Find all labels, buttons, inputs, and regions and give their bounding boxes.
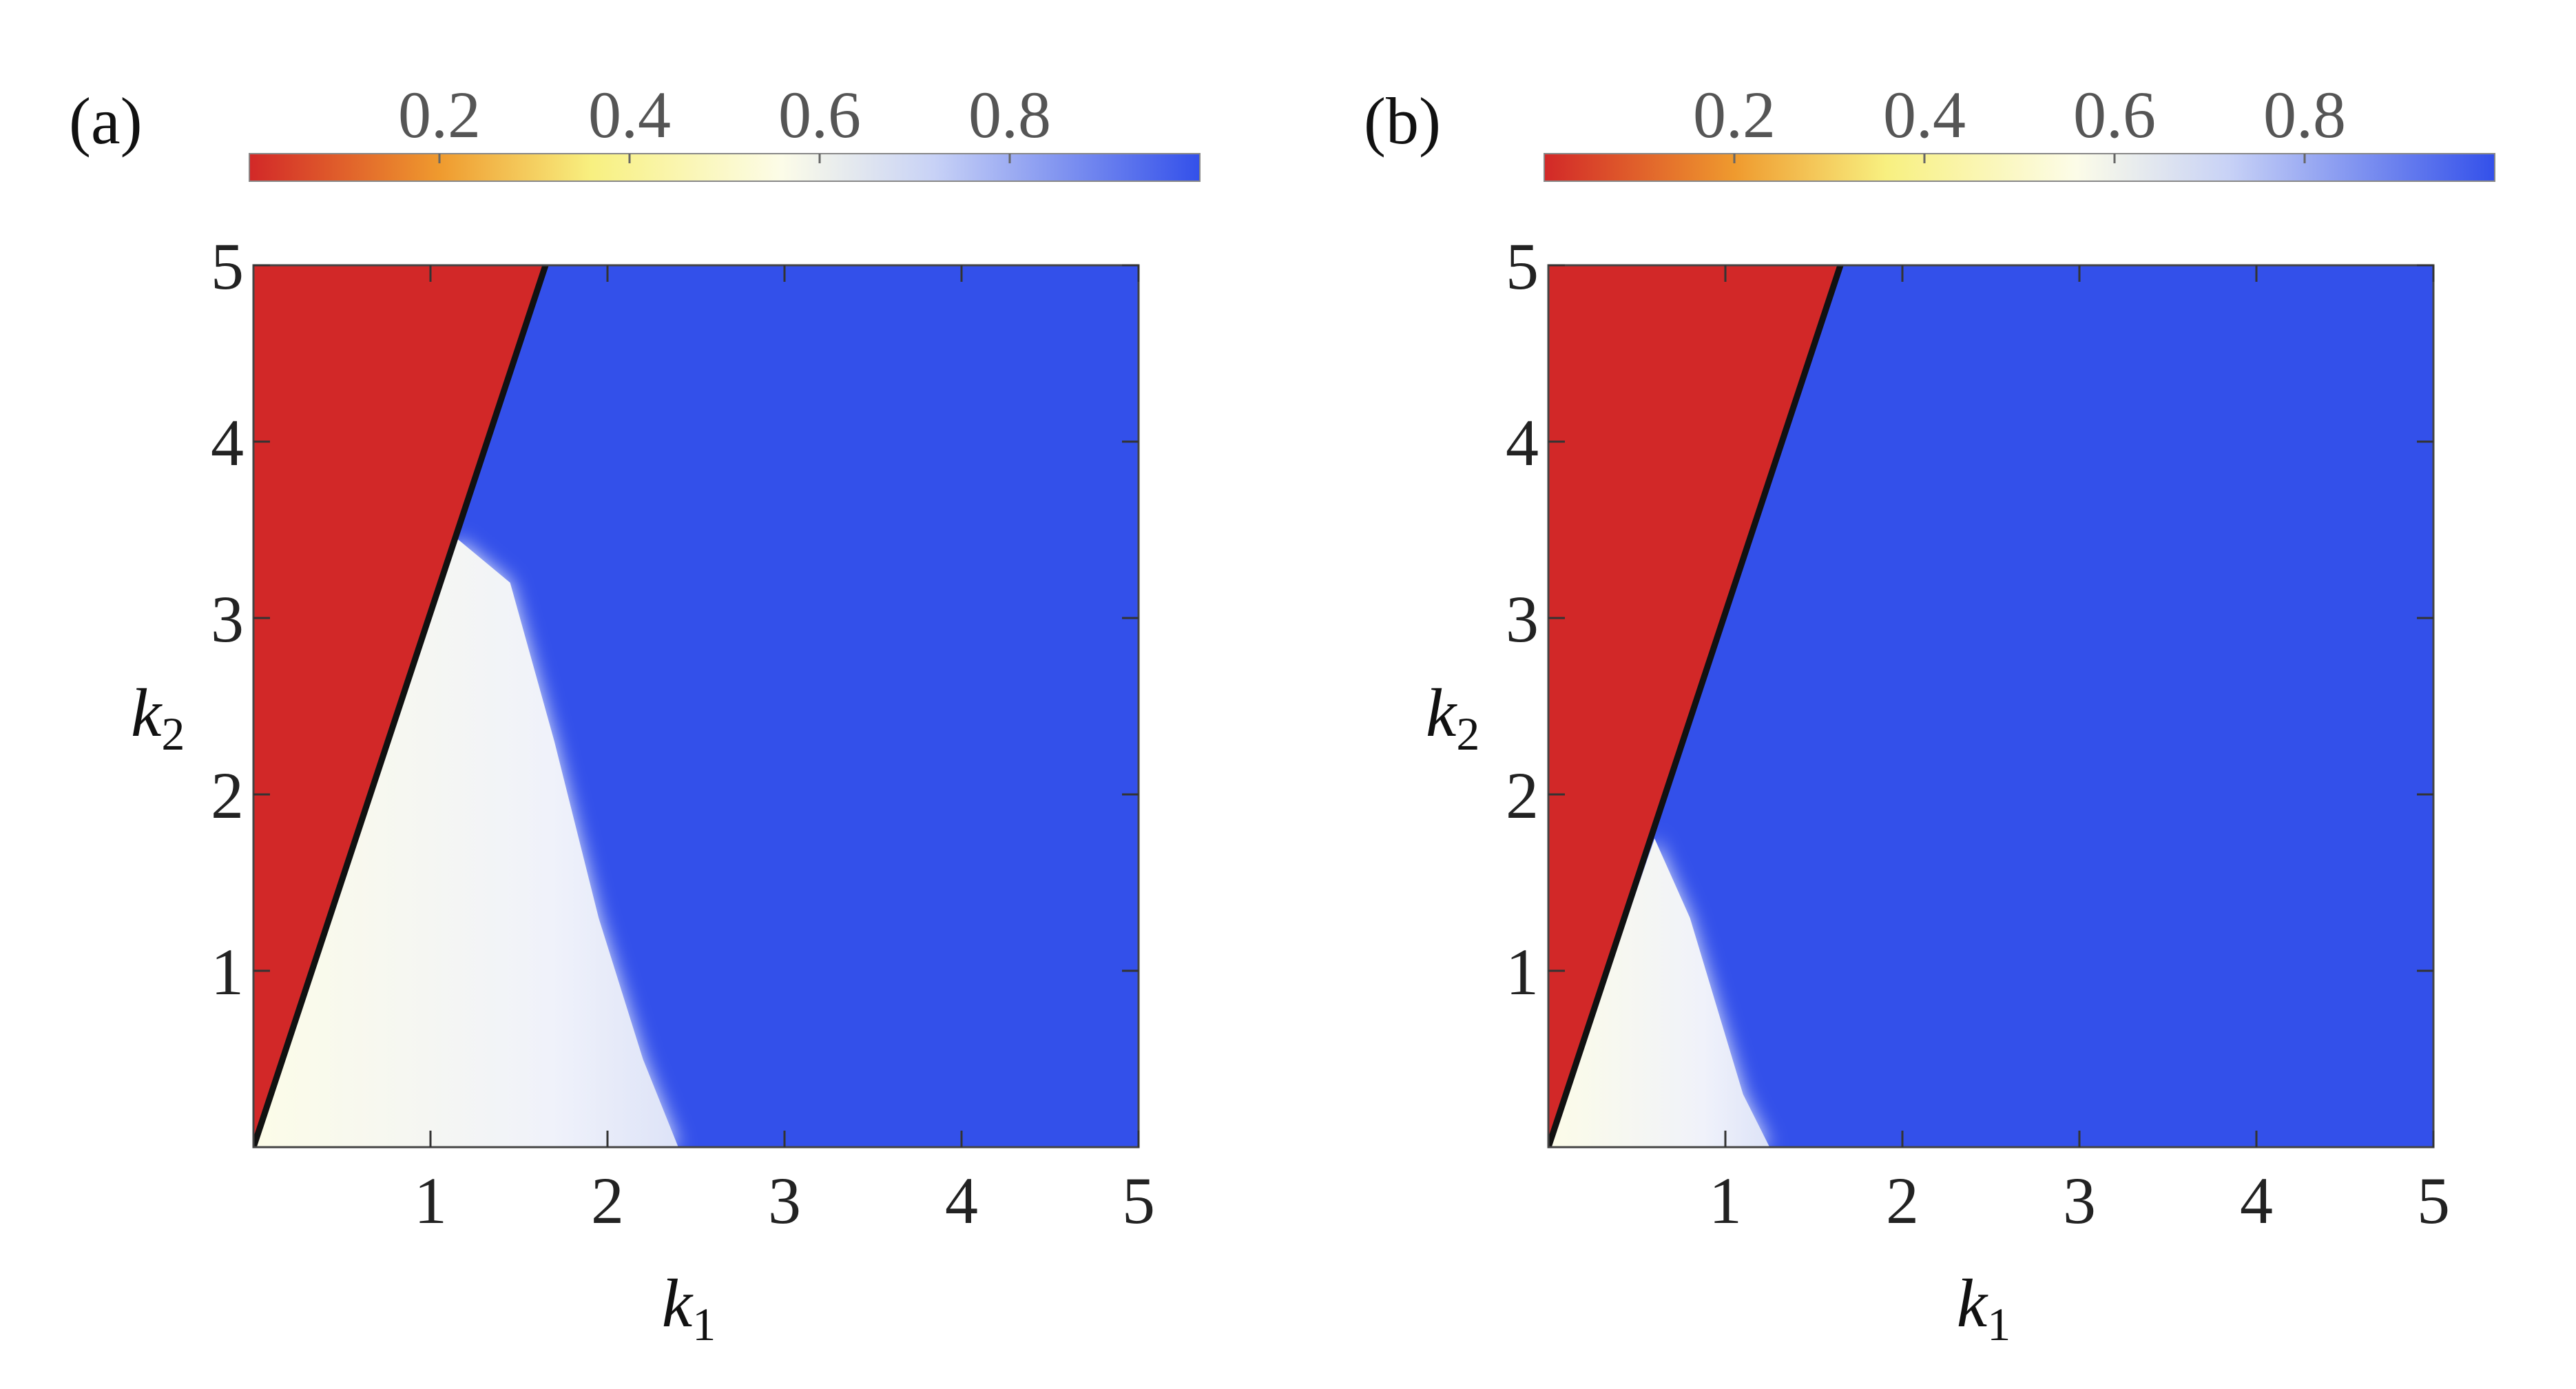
y-axis-label: k2	[1426, 675, 1479, 760]
y-axis-label: k2	[131, 675, 185, 760]
region-white	[1548, 838, 1770, 1147]
x-tick-label: 4	[945, 1164, 978, 1237]
panel-label: (b)	[1364, 84, 1441, 158]
x-axis-label-main: k	[1957, 1265, 1988, 1341]
y-axis-label-main: k	[131, 675, 163, 751]
x-tick-label: 1	[414, 1164, 447, 1237]
y-axis-label-sub: 2	[161, 708, 185, 760]
x-axis-label: k1	[1957, 1265, 2011, 1350]
x-axis-label-sub: 1	[1987, 1298, 2011, 1350]
y-tick-label: 3	[211, 582, 244, 656]
colorbar-tick-label: 0.2	[1693, 78, 1776, 152]
x-tick-label: 5	[1122, 1164, 1155, 1237]
x-tick-label: 2	[1886, 1164, 1919, 1237]
plot-frame	[1547, 264, 2435, 1149]
colorbar	[1544, 153, 2495, 182]
y-axis-label-main: k	[1426, 675, 1457, 751]
y-tick-label: 2	[1506, 759, 1539, 832]
panel-label: (a)	[69, 84, 143, 158]
y-tick-label: 5	[1506, 229, 1539, 303]
x-tick-label: 3	[2063, 1164, 2096, 1237]
colorbar-tick-label: 0.4	[1883, 78, 1966, 152]
colorbar-tick-label: 0.8	[2263, 78, 2346, 152]
y-tick-label: 4	[1506, 406, 1539, 480]
x-tick-label: 3	[768, 1164, 801, 1237]
y-tick-label: 1	[211, 935, 244, 1009]
region-white	[253, 538, 678, 1147]
y-tick-label: 2	[211, 759, 244, 832]
plot-area	[1548, 265, 2433, 1147]
y-axis-label-sub: 2	[1456, 708, 1479, 760]
plot-frame	[252, 264, 1140, 1149]
colorbar-tick-label: 0.4	[588, 78, 671, 152]
y-tick-label: 4	[211, 406, 244, 480]
y-tick-label: 1	[1506, 935, 1539, 1009]
colorbar-tick-label: 0.8	[968, 78, 1051, 152]
x-tick-label: 1	[1709, 1164, 1742, 1237]
y-tick-label: 5	[211, 229, 244, 303]
colorbar-tick-label: 0.6	[778, 78, 861, 152]
plot-area	[253, 265, 1139, 1147]
x-tick-label: 4	[2240, 1164, 2273, 1237]
boundary-line	[253, 265, 549, 1147]
x-axis-label-main: k	[662, 1265, 694, 1341]
x-tick-label: 2	[591, 1164, 624, 1237]
colorbar	[249, 153, 1201, 182]
x-axis-label: k1	[662, 1265, 716, 1350]
y-tick-label: 3	[1506, 582, 1539, 656]
x-axis-label-sub: 1	[692, 1298, 716, 1350]
colorbar-tick-label: 0.2	[398, 78, 481, 152]
x-tick-label: 5	[2417, 1164, 2450, 1237]
boundary-line	[1548, 265, 1844, 1147]
colorbar-tick-label: 0.6	[2073, 78, 2156, 152]
